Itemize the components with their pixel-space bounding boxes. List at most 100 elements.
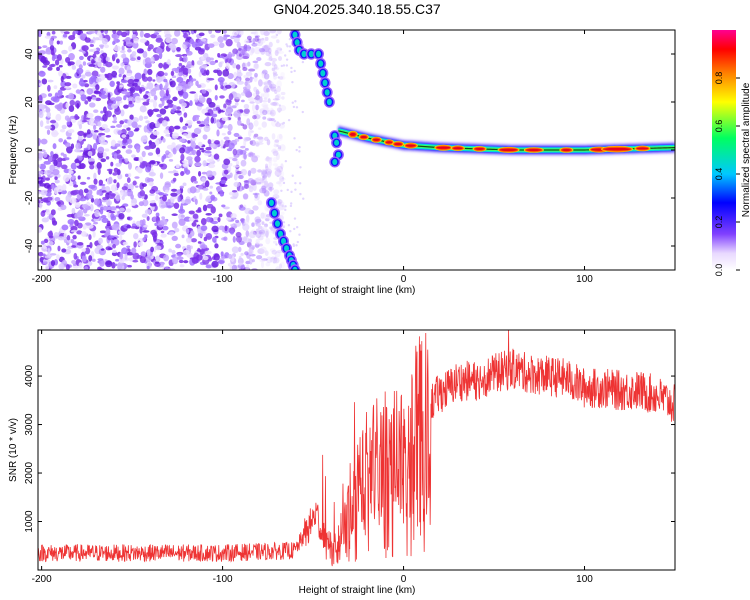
noise-blob bbox=[274, 167, 280, 171]
noise-blob bbox=[74, 30, 79, 34]
noise-blob bbox=[207, 43, 215, 48]
noise-blob bbox=[181, 199, 185, 204]
noise-blob bbox=[236, 41, 241, 49]
noise-blob bbox=[178, 138, 186, 143]
noise-blob bbox=[125, 41, 134, 47]
noise-blob bbox=[278, 104, 282, 107]
noise-blob bbox=[41, 175, 46, 183]
noise-blob bbox=[261, 73, 267, 79]
noise-blob bbox=[51, 35, 57, 39]
noise-blob bbox=[191, 256, 199, 264]
noise-blob bbox=[81, 204, 89, 209]
noise-blob bbox=[116, 182, 120, 189]
track-blob-core bbox=[322, 79, 328, 87]
noise-blob bbox=[100, 94, 108, 99]
spectrogram-xlabel: Height of straight line (km) bbox=[299, 285, 416, 296]
noise-blob bbox=[202, 187, 209, 191]
carrier-peak-core bbox=[372, 138, 380, 141]
noise-blob bbox=[113, 116, 117, 121]
noise-blob bbox=[223, 103, 227, 109]
noise-blob bbox=[276, 144, 279, 147]
noise-blob bbox=[264, 157, 272, 162]
noise-blob bbox=[54, 197, 61, 202]
noise-blob bbox=[124, 252, 128, 261]
noise-blob bbox=[276, 39, 280, 44]
noise-blob bbox=[222, 69, 230, 77]
noise-blob bbox=[130, 226, 137, 229]
noise-blob bbox=[244, 251, 249, 256]
noise-blob bbox=[135, 166, 143, 173]
noise-blob bbox=[189, 91, 197, 94]
noise-blob bbox=[98, 237, 103, 245]
noise-blob bbox=[179, 147, 186, 154]
noise-blob bbox=[274, 64, 278, 70]
noise-blob bbox=[89, 204, 94, 212]
noise-blob bbox=[91, 59, 95, 65]
noise-blob bbox=[272, 67, 275, 71]
noise-blob bbox=[38, 251, 44, 257]
noise-blob bbox=[262, 174, 267, 179]
noise-blob bbox=[141, 150, 146, 158]
noise-blob bbox=[183, 260, 189, 264]
noise-blob bbox=[121, 134, 127, 138]
noise-blob bbox=[104, 148, 110, 152]
noise-blob bbox=[87, 30, 96, 34]
noise-blob bbox=[167, 170, 176, 174]
noise-blob bbox=[291, 174, 294, 177]
noise-blob bbox=[197, 48, 205, 55]
noise-blob bbox=[245, 264, 250, 270]
noise-blob bbox=[127, 48, 132, 53]
noise-blob bbox=[87, 96, 92, 102]
noise-blob bbox=[143, 33, 151, 39]
noise-blob bbox=[95, 97, 102, 102]
noise-blob bbox=[139, 30, 144, 38]
noise-blob bbox=[160, 233, 167, 238]
noise-blob bbox=[105, 110, 112, 118]
noise-blob bbox=[89, 164, 95, 170]
noise-blob bbox=[140, 251, 147, 257]
noise-blob bbox=[144, 209, 152, 215]
noise-blob bbox=[63, 31, 70, 35]
noise-blob bbox=[127, 264, 132, 268]
noise-blob bbox=[228, 191, 234, 196]
noise-blob bbox=[179, 264, 185, 268]
noise-blob bbox=[269, 85, 275, 91]
noise-blob bbox=[210, 194, 216, 201]
noise-blob bbox=[214, 84, 218, 91]
noise-blob bbox=[93, 50, 100, 55]
noise-blob bbox=[178, 72, 183, 77]
noise-blob bbox=[273, 119, 277, 123]
noise-blob bbox=[164, 72, 168, 76]
noise-blob bbox=[111, 251, 118, 257]
noise-blob bbox=[253, 30, 259, 37]
noise-blob bbox=[157, 70, 165, 77]
noise-blob bbox=[73, 184, 79, 188]
noise-blob bbox=[153, 32, 160, 36]
noise-blob bbox=[263, 85, 270, 94]
noise-blob bbox=[107, 92, 111, 101]
noise-blob bbox=[139, 190, 146, 197]
noise-blob bbox=[210, 143, 215, 148]
noise-blob bbox=[295, 106, 299, 109]
noise-blob bbox=[274, 165, 280, 171]
noise-blob bbox=[182, 182, 187, 187]
noise-blob bbox=[112, 249, 117, 253]
noise-blob bbox=[113, 223, 120, 231]
noise-blob bbox=[223, 206, 230, 210]
noise-blob bbox=[79, 181, 87, 185]
noise-blob bbox=[261, 81, 268, 85]
noise-blob bbox=[261, 187, 267, 194]
noise-blob bbox=[179, 185, 184, 189]
noise-blob bbox=[202, 134, 208, 140]
noise-blob bbox=[166, 99, 173, 105]
noise-blob bbox=[145, 90, 149, 94]
noise-blob bbox=[56, 201, 61, 205]
noise-blob bbox=[277, 145, 282, 150]
noise-blob bbox=[284, 159, 288, 163]
noise-blob bbox=[197, 84, 202, 88]
noise-blob bbox=[122, 138, 128, 144]
noise-blob bbox=[172, 147, 177, 155]
noise-blob bbox=[42, 151, 48, 158]
